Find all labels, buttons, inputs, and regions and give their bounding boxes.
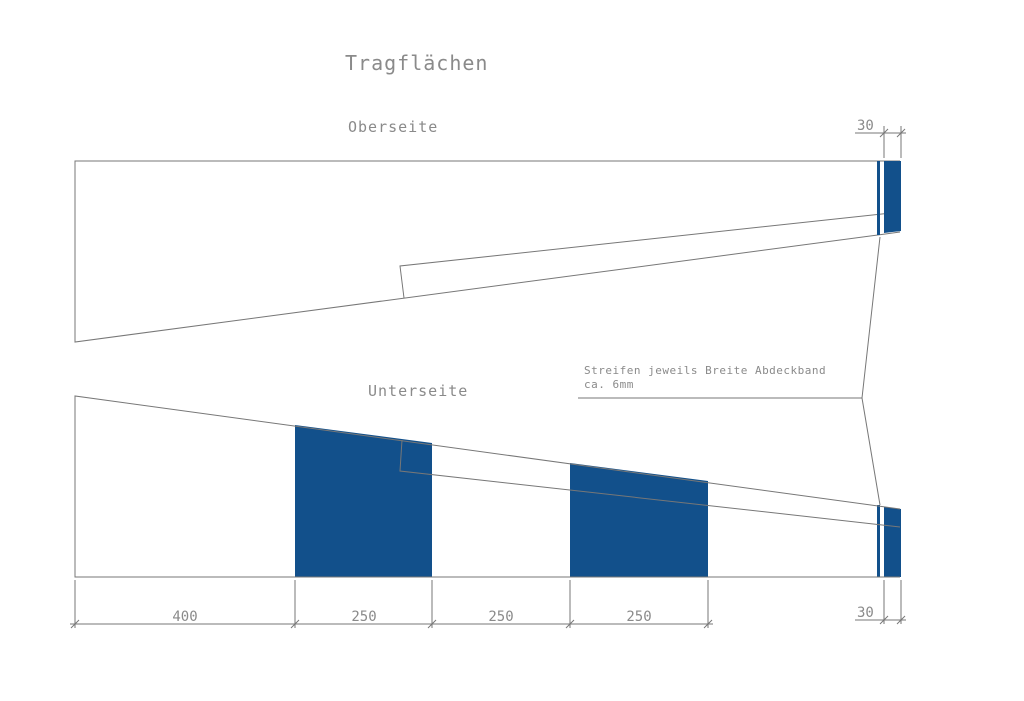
note-line-2: ca. 6mm [584,378,634,391]
bottom-tip-thin-stripe [877,505,880,577]
drawing-title: Tragflächen [345,51,488,75]
note-callout: Streifen jeweils Breite Abdeckband ca. 6… [578,236,881,506]
dimension-segment-3: 250 [488,609,513,625]
note-line-1: Streifen jeweils Breite Abdeckband [584,364,826,377]
top-wing-view [74,160,901,343]
bottom-tip-dimension-value: 30 [857,605,874,621]
bottom-view-label: Unterseite [368,382,468,400]
bottom-tip-dimension: 30 [855,580,906,625]
bottom-stripe-2 [570,463,708,577]
top-tip-dimension: 30 [855,118,906,158]
top-wing-outline [74,160,901,343]
bottom-stripe-1 [295,425,432,577]
dimension-segment-2: 250 [351,609,376,625]
bottom-tip-stripe [884,507,901,577]
dimension-segment-4: 250 [626,609,651,625]
bottom-wing-view [74,395,901,578]
top-view-label: Oberseite [348,118,438,136]
top-tip-stripe [884,161,901,233]
bottom-aileron-line [399,439,901,528]
bottom-wing-outline [74,395,901,578]
top-aileron-line [399,211,901,299]
bottom-dimension-chain: 400 250 250 250 [70,580,713,629]
top-tip-thin-stripe [877,161,880,235]
note-leader-lower [861,397,881,506]
dimension-segment-1: 400 [172,609,197,625]
top-tip-dimension-value: 30 [857,118,874,134]
